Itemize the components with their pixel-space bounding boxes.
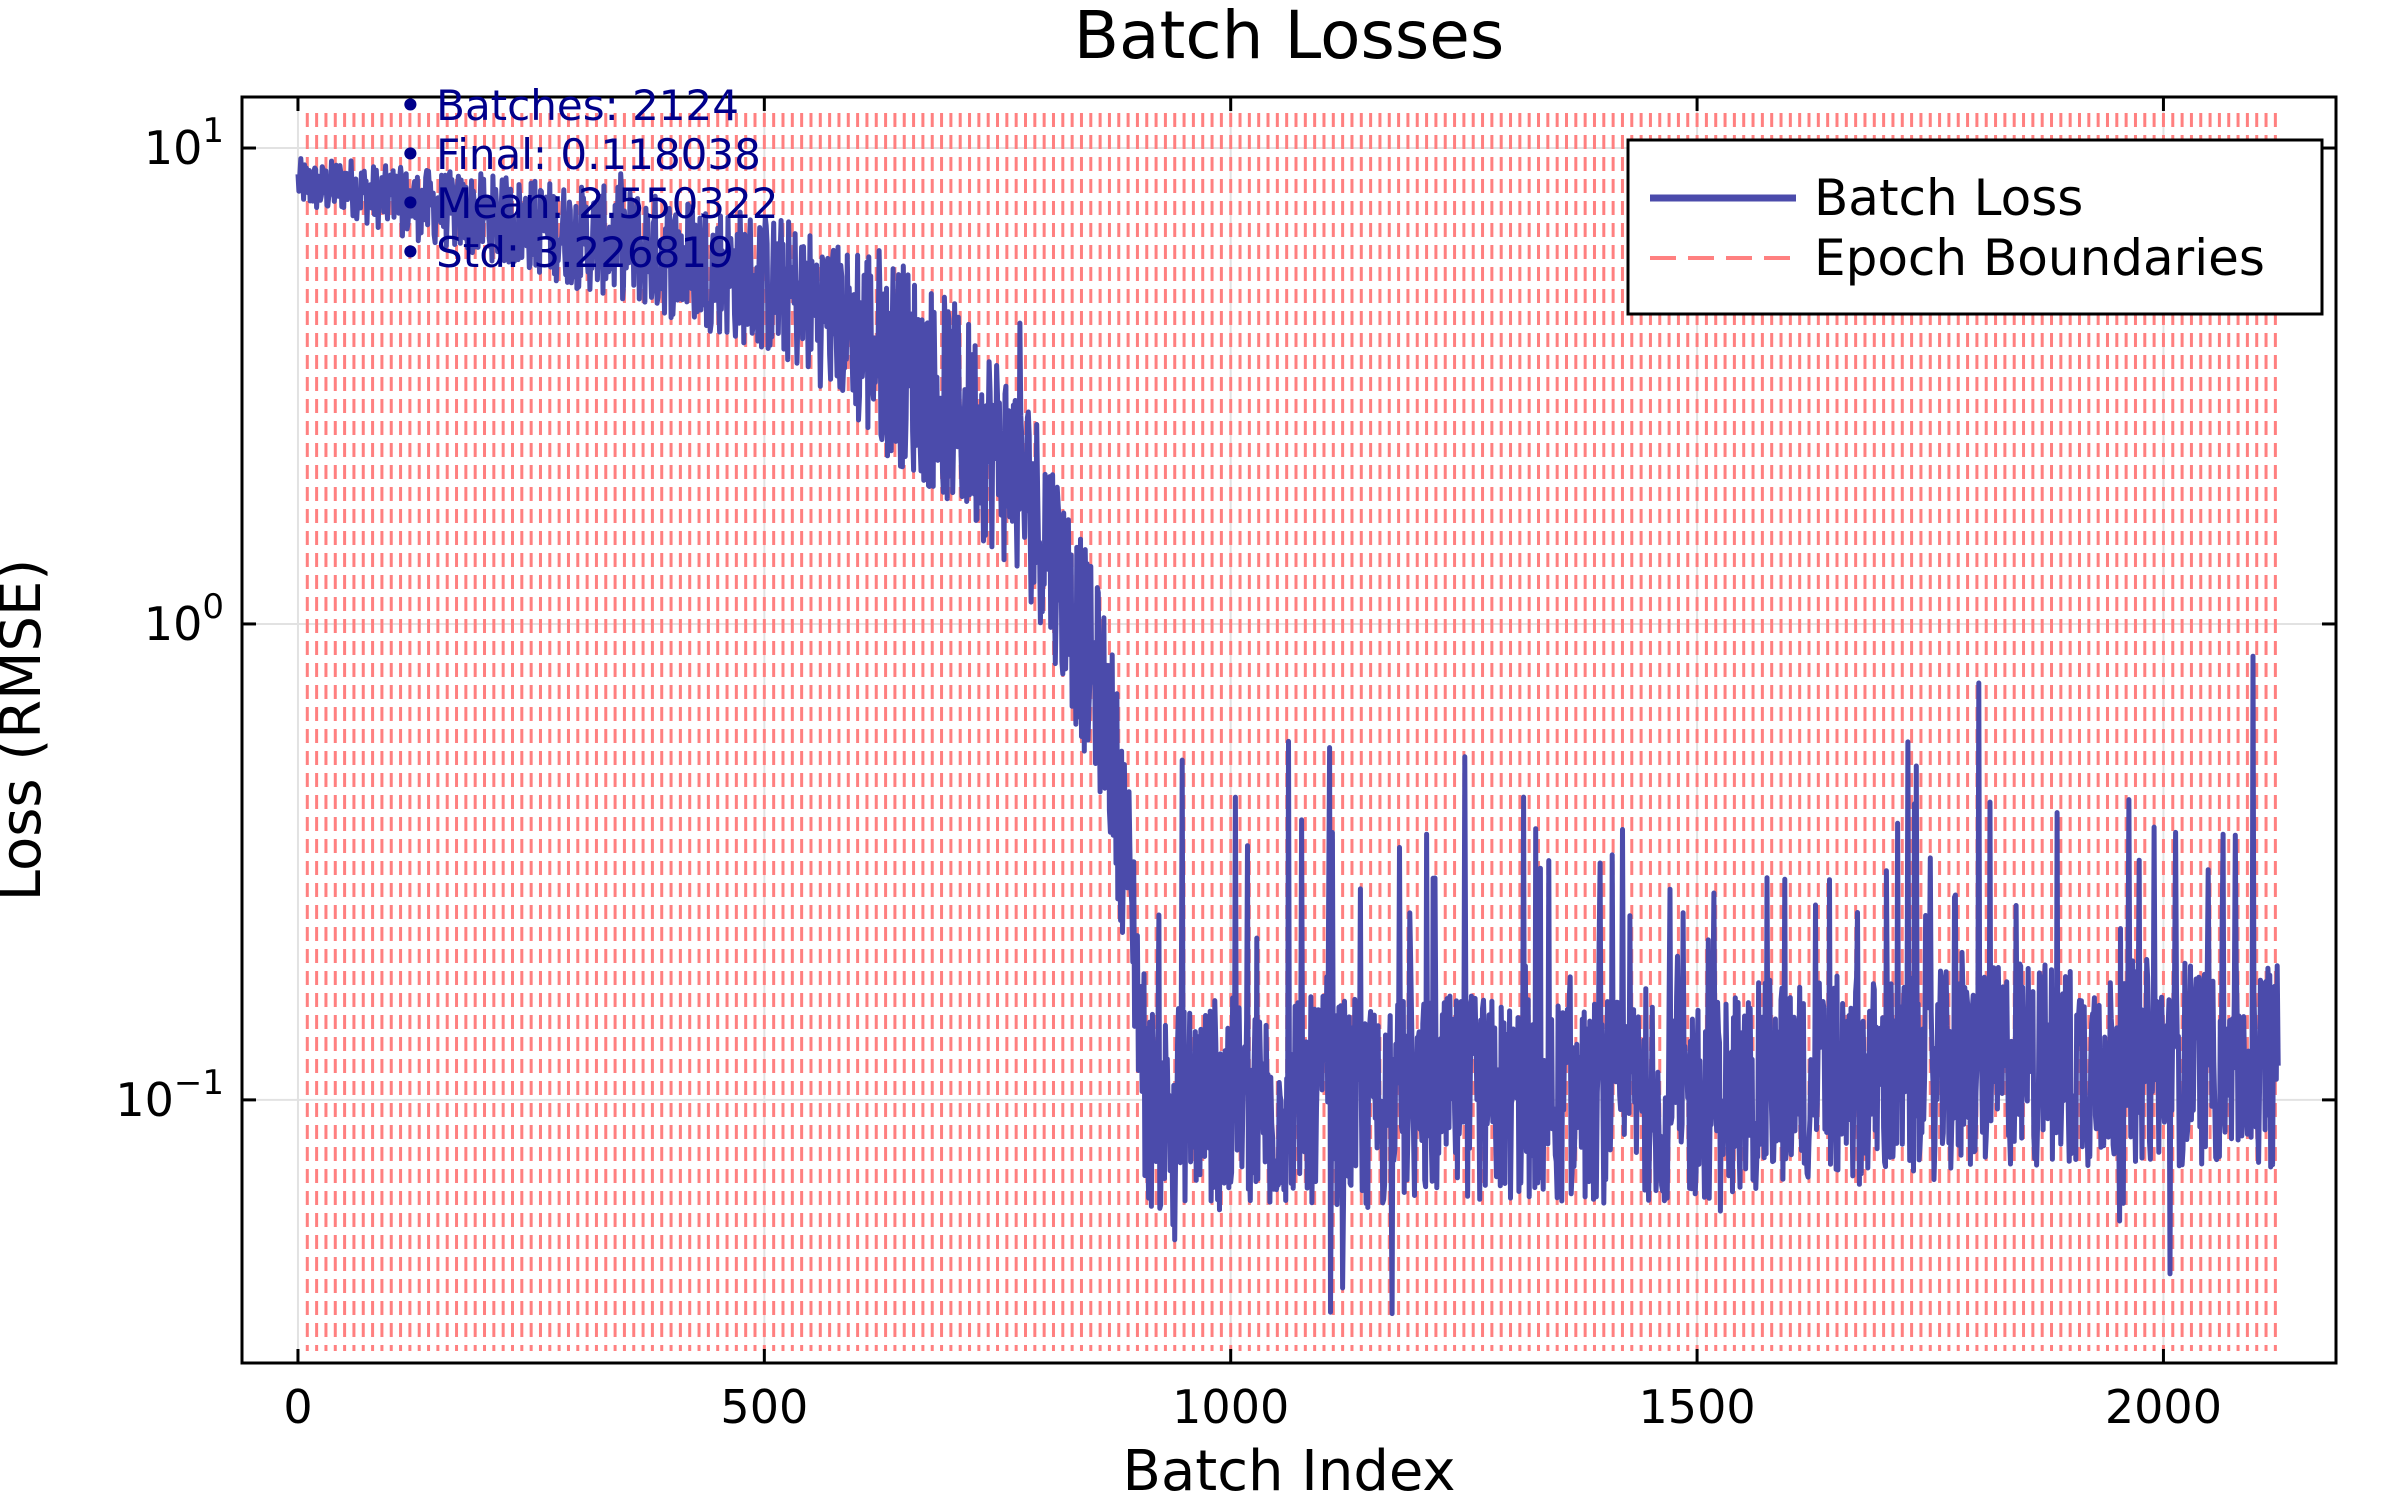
x-tick-label: 1500 — [1639, 1380, 1756, 1434]
y-tick-label: 100 — [144, 587, 224, 651]
x-tick-label: 1000 — [1172, 1380, 1289, 1434]
legend-label-batch-loss: Batch Loss — [1814, 169, 2083, 227]
plot-frame — [240, 95, 2338, 1365]
legend-box — [1626, 138, 2324, 316]
epoch-boundaries-layer — [305, 113, 2277, 1351]
stats-annotation: • Mean: 2.550322 — [398, 179, 778, 228]
ticks-layer: 0 500 1000 1500 2000 101 100 10−1 — [115, 97, 2336, 1434]
stats-annotation: • Std: 3.226819 — [398, 228, 734, 277]
stats-annotations: • Batches: 2124• Final: 0.118038• Mean: … — [398, 81, 778, 277]
x-tick-label: 2000 — [2105, 1380, 2222, 1434]
y-tick-label: 10−1 — [115, 1063, 224, 1127]
y-tick-label: 101 — [144, 111, 224, 175]
chart-title: Batch Losses — [1074, 0, 1504, 74]
batch-loss-layer — [295, 156, 2281, 1317]
legend: Batch Loss Epoch Boundaries — [1626, 138, 2324, 316]
stats-annotation: • Batches: 2124 — [398, 81, 739, 130]
x-axis-label: Batch Index — [1123, 1439, 1456, 1500]
x-tick-label: 0 — [283, 1380, 312, 1434]
y-axis-label: Loss (RMSE) — [0, 559, 54, 901]
x-tick-label: 500 — [720, 1380, 808, 1434]
batch-loss-line — [295, 156, 2281, 1317]
stats-annotation: • Final: 0.118038 — [398, 130, 761, 179]
legend-label-epoch-boundaries: Epoch Boundaries — [1814, 229, 2265, 287]
